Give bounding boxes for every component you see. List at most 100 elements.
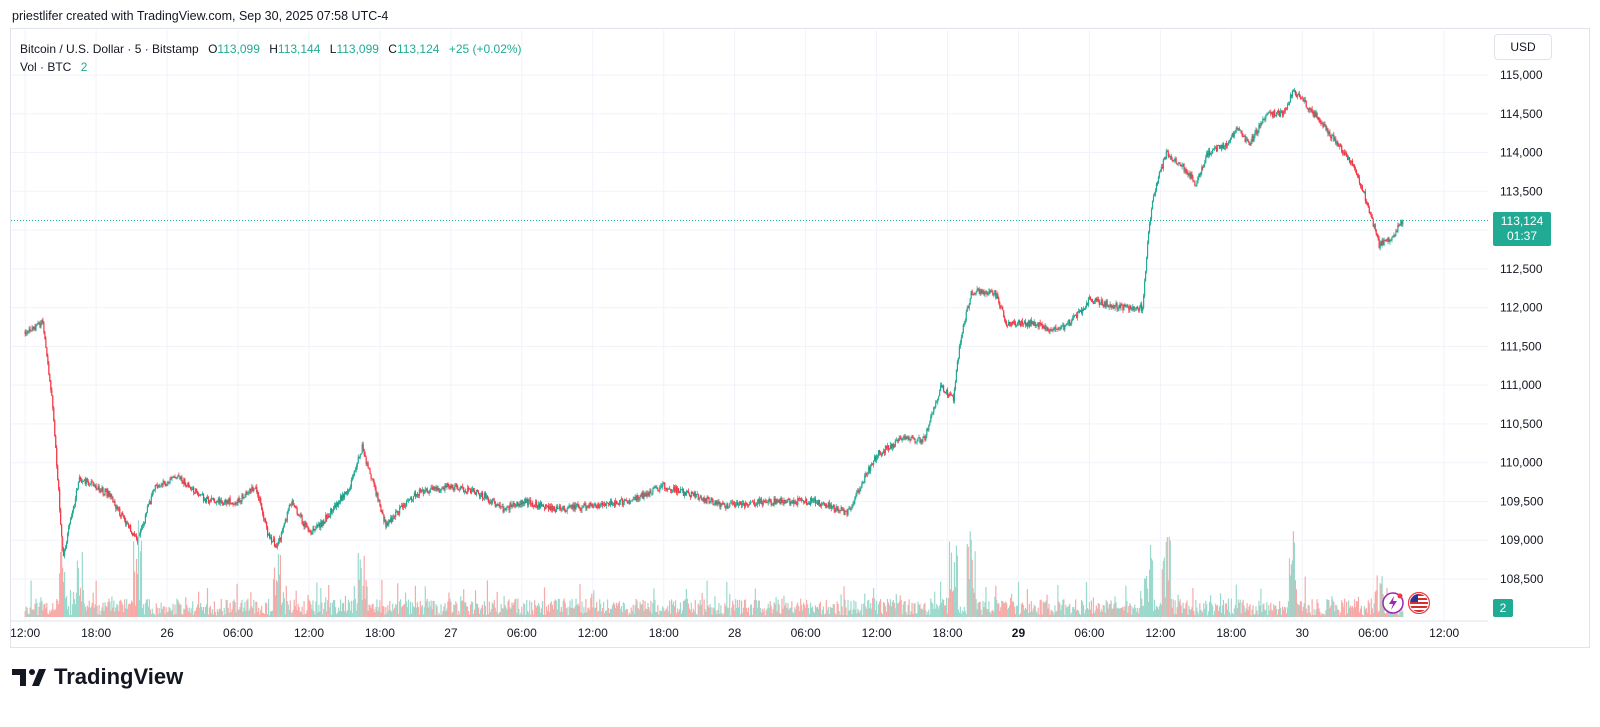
volume-bar bbox=[244, 601, 246, 617]
candle-body bbox=[1371, 217, 1373, 219]
volume-bar bbox=[683, 600, 686, 617]
volume-bar bbox=[334, 607, 337, 617]
volume-bar bbox=[516, 613, 518, 617]
volume-bar bbox=[766, 608, 768, 617]
candle-body bbox=[862, 482, 864, 484]
candle-body bbox=[907, 437, 909, 439]
candle-body bbox=[413, 492, 416, 497]
candle-body bbox=[460, 486, 462, 490]
volume-bar bbox=[432, 600, 434, 617]
volume-label[interactable]: Vol · BTC bbox=[20, 60, 72, 74]
volume-bar bbox=[1171, 607, 1173, 617]
volume-bar bbox=[748, 615, 751, 617]
candle-body bbox=[874, 456, 876, 462]
candle-body bbox=[1200, 172, 1202, 176]
volume-bar bbox=[65, 596, 68, 617]
candle-body bbox=[549, 506, 552, 511]
chart-frame[interactable] bbox=[10, 28, 1590, 648]
volume-bar bbox=[24, 611, 26, 617]
candle-body bbox=[28, 328, 30, 332]
candle-body bbox=[881, 453, 884, 455]
candle-body bbox=[474, 492, 477, 495]
volume-bar bbox=[613, 604, 616, 617]
candle-body bbox=[586, 505, 588, 509]
volume-bar bbox=[55, 609, 57, 617]
candle-body bbox=[953, 389, 956, 401]
x-tick-label: 28 bbox=[728, 626, 742, 640]
candle-body bbox=[363, 449, 365, 455]
candle-body bbox=[1395, 231, 1397, 235]
candle-body bbox=[403, 504, 406, 507]
volume-bar bbox=[807, 604, 809, 617]
candle-body bbox=[515, 505, 517, 507]
volume-bar bbox=[44, 603, 46, 617]
volume-bar bbox=[425, 601, 427, 617]
candle-body bbox=[550, 506, 553, 511]
volume-bar bbox=[1359, 608, 1362, 617]
volume-bar bbox=[185, 597, 187, 617]
volume-bar bbox=[1231, 612, 1233, 617]
volume-bar bbox=[676, 608, 679, 617]
volume-bar bbox=[192, 601, 194, 617]
candle-body bbox=[872, 463, 874, 465]
volume-bar bbox=[910, 611, 912, 617]
volume-bar bbox=[751, 614, 754, 617]
x-tick-label: 12:00 bbox=[862, 626, 892, 640]
symbol-description[interactable]: Bitcoin / U.S. Dollar · 5 · Bitstamp bbox=[20, 42, 199, 56]
candle-body bbox=[1185, 169, 1187, 172]
candle-body bbox=[823, 502, 825, 506]
volume-bar bbox=[289, 600, 291, 617]
us-flag-event-icon[interactable] bbox=[1407, 591, 1431, 615]
volume-bar bbox=[263, 613, 265, 617]
candle-body bbox=[1285, 108, 1288, 110]
candle-body bbox=[1097, 298, 1099, 301]
volume-bar bbox=[209, 606, 212, 617]
volume-bar bbox=[1186, 600, 1188, 617]
candle-body bbox=[335, 502, 338, 508]
volume-bar bbox=[578, 605, 580, 617]
tradingview-logo[interactable]: TradingView bbox=[12, 664, 183, 690]
volume-bar bbox=[1200, 609, 1202, 617]
candle-body bbox=[827, 502, 829, 507]
candle-body bbox=[1149, 218, 1152, 225]
volume-bar bbox=[1318, 608, 1320, 617]
candle-body bbox=[1363, 191, 1365, 193]
volume-bar bbox=[1109, 603, 1111, 617]
volume-bar bbox=[442, 611, 444, 617]
currency-button[interactable]: USD bbox=[1494, 34, 1552, 60]
volume-bar bbox=[80, 601, 82, 617]
volume-bar bbox=[1029, 611, 1031, 617]
volume-bar bbox=[1219, 593, 1222, 617]
candle-body bbox=[1135, 308, 1137, 310]
candle-body bbox=[847, 509, 849, 515]
candle-body bbox=[1311, 109, 1313, 112]
candle-body bbox=[439, 491, 441, 492]
candle-body bbox=[1128, 306, 1130, 311]
candle-body bbox=[64, 546, 67, 550]
volume-bar bbox=[1288, 558, 1291, 617]
volume-bar bbox=[707, 605, 709, 617]
volume-bar bbox=[820, 614, 823, 617]
volume-bar bbox=[843, 586, 845, 617]
candle-body bbox=[382, 512, 384, 515]
volume-bar bbox=[863, 603, 865, 617]
candle-body bbox=[855, 495, 857, 498]
volume-bar bbox=[1190, 609, 1192, 617]
volume-bar bbox=[1155, 605, 1158, 617]
lightning-event-icon[interactable] bbox=[1382, 592, 1404, 614]
volume-bar bbox=[624, 610, 626, 617]
candle-body bbox=[136, 538, 139, 543]
candle-body bbox=[889, 444, 891, 449]
candle-body bbox=[67, 527, 70, 534]
candle-body bbox=[566, 508, 568, 512]
candle-body bbox=[1096, 298, 1098, 301]
candle-body bbox=[1319, 120, 1321, 123]
candle-body bbox=[1392, 235, 1394, 238]
candle-body bbox=[1376, 233, 1378, 236]
volume-bar bbox=[627, 614, 629, 617]
candle-body bbox=[536, 501, 538, 506]
candle-body bbox=[617, 503, 620, 505]
volume-bar bbox=[1246, 603, 1248, 617]
candle-body bbox=[1086, 303, 1089, 305]
